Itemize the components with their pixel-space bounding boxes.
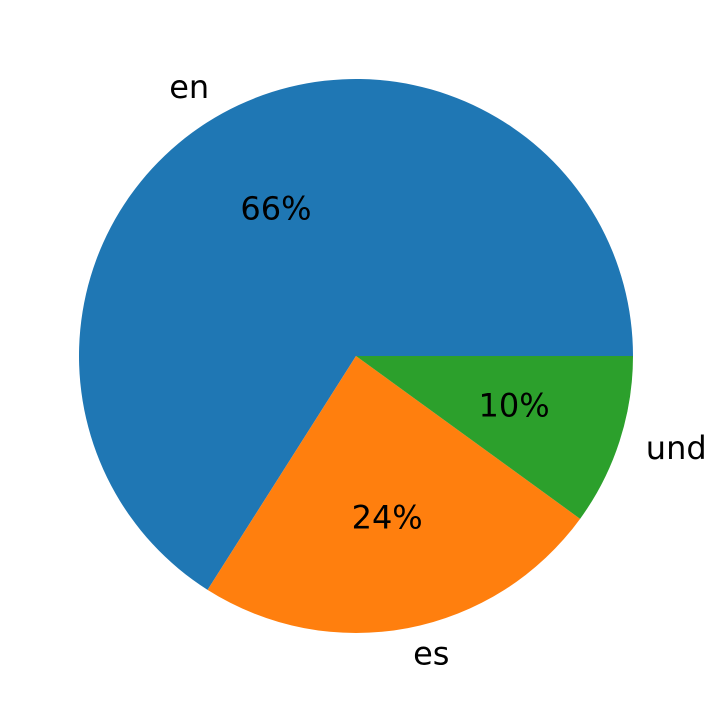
value-label: 66% — [240, 189, 311, 227]
value-label: 24% — [352, 498, 423, 536]
pie-slice — [356, 356, 633, 519]
slice-label: es — [413, 634, 449, 672]
slice-label: und — [646, 429, 707, 467]
value-label: 10% — [479, 386, 550, 424]
pie-slice — [207, 356, 581, 634]
slice-label: en — [169, 68, 209, 106]
pie-slice — [78, 79, 633, 590]
